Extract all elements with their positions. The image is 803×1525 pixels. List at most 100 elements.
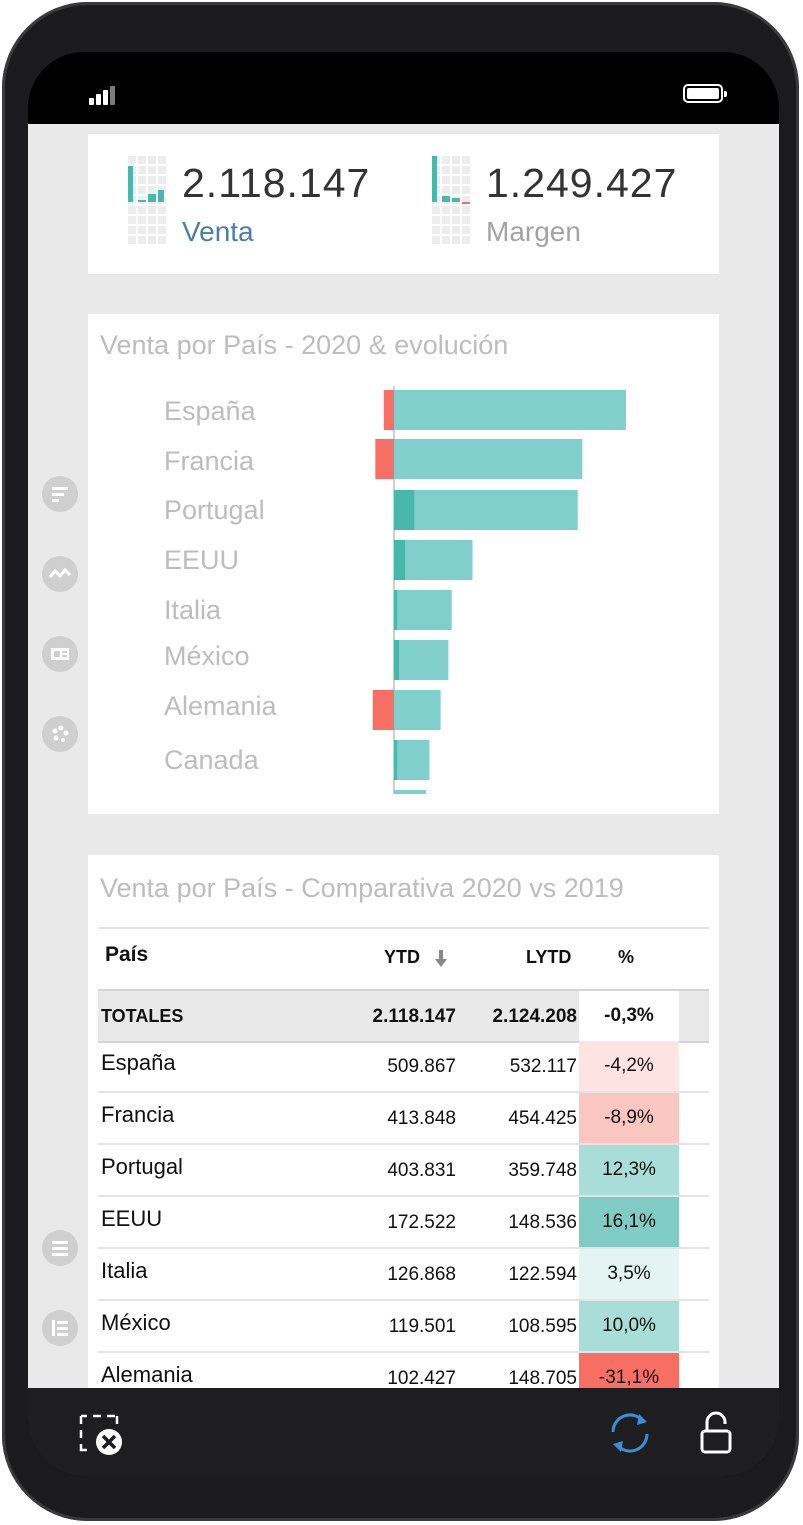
- row-lytd: 108.595: [508, 1316, 577, 1337]
- row-country: Portugal: [101, 1154, 183, 1179]
- row-lytd: 122.594: [508, 1264, 577, 1285]
- bar[interactable]: [394, 439, 583, 479]
- bar[interactable]: [394, 490, 578, 530]
- kpi-label: Margen: [486, 216, 581, 247]
- table-row[interactable]: España 509.867 532.117 -4,2%: [98, 1041, 709, 1093]
- row-pct: 12,3%: [579, 1145, 679, 1195]
- table-row[interactable]: Francia 413.848 454.425 -8,9%: [98, 1093, 709, 1145]
- bar[interactable]: [394, 590, 452, 630]
- trend-icon[interactable]: [42, 556, 78, 592]
- category-label: Alemania: [164, 691, 278, 721]
- kpi-value: 2.118.147: [182, 160, 371, 206]
- table-row[interactable]: EEUU 172.522 148.536 16,1%: [98, 1197, 709, 1249]
- table-row[interactable]: Italia 126.868 122.594 3,5%: [98, 1249, 709, 1301]
- category-label: Canada: [164, 745, 260, 775]
- bar-chart[interactable]: España Francia Portugal EEUU Italia México Ale…: [88, 314, 719, 814]
- card-icon[interactable]: [42, 636, 78, 672]
- row-ytd: 102.427: [387, 1368, 456, 1388]
- sort-desc-icon[interactable]: [435, 950, 447, 968]
- evolution-bar[interactable]: [394, 490, 415, 530]
- table-row[interactable]: México 119.501 108.595 10,0%: [98, 1301, 709, 1353]
- kpi-label: Venta: [182, 216, 254, 247]
- screen: 2.118.147 Venta: [28, 52, 779, 1476]
- evolution-bar[interactable]: [375, 439, 394, 479]
- category-label: Italia: [164, 595, 222, 625]
- row-lytd: 148.536: [508, 1212, 577, 1233]
- table-card[interactable]: Venta por País - Comparativa 2020 vs 201…: [88, 855, 719, 1388]
- row-lytd: 359.748: [508, 1160, 577, 1181]
- header-ytd[interactable]: YTD: [384, 947, 420, 967]
- row-country: Alemania: [101, 1362, 193, 1387]
- totals-ytd: 2.118.147: [372, 1006, 456, 1027]
- row-country: España: [101, 1050, 176, 1075]
- bar[interactable]: [394, 540, 473, 580]
- totals-lytd: 2.124.208: [492, 1006, 577, 1027]
- row-country: Francia: [101, 1102, 175, 1127]
- row-pct: 3,5%: [579, 1249, 679, 1299]
- bar-partial: [394, 790, 426, 794]
- bar[interactable]: [394, 640, 449, 680]
- category-label: Portugal: [164, 495, 265, 525]
- row-lytd: 454.425: [508, 1108, 577, 1129]
- header-pais[interactable]: País: [105, 943, 149, 966]
- table-title: Venta por País - Comparativa 2020 vs 201…: [100, 873, 624, 903]
- row-pct: -31,1%: [579, 1353, 679, 1388]
- category-label: EEUU: [164, 545, 239, 575]
- kpi-value: 1.249.427: [486, 160, 678, 206]
- row-pct: -8,9%: [579, 1093, 679, 1143]
- kpi-grid-icon: [128, 156, 166, 244]
- row-ytd: 413.848: [387, 1108, 456, 1129]
- category-label: Francia: [164, 446, 255, 476]
- bottom-toolbar: [28, 1388, 779, 1476]
- table-row[interactable]: Portugal 403.831 359.748 12,3%: [98, 1145, 709, 1197]
- row-pct: 10,0%: [579, 1301, 679, 1351]
- category-label: España: [164, 396, 257, 426]
- bar[interactable]: [394, 690, 441, 730]
- bar[interactable]: [394, 740, 430, 780]
- signal-icon: [89, 85, 125, 105]
- row-country: EEUU: [101, 1206, 163, 1231]
- row-ytd: 509.867: [387, 1056, 456, 1077]
- status-bar: [28, 52, 779, 124]
- table-icon[interactable]: [42, 1310, 78, 1346]
- dashboard-content: 2.118.147 Venta: [28, 124, 779, 1388]
- bar[interactable]: [394, 390, 626, 430]
- kpi-grid-icon: [432, 156, 470, 244]
- chart-title: Venta por País - 2020 & evolución: [100, 330, 509, 360]
- table-top-rule: [98, 927, 709, 929]
- filter-icon[interactable]: [42, 476, 78, 512]
- category-label: México: [164, 641, 250, 671]
- row-ytd: 403.831: [387, 1160, 456, 1181]
- table-header-row: País YTD LYTD %: [98, 929, 709, 989]
- header-pct[interactable]: %: [618, 947, 635, 967]
- evolution-bar[interactable]: [394, 540, 406, 580]
- bar-chart-card[interactable]: Venta por País - 2020 & evolución España…: [88, 314, 719, 814]
- row-ytd: 126.868: [387, 1264, 456, 1285]
- kpi-card[interactable]: 2.118.147 Venta: [88, 134, 719, 274]
- totals-row[interactable]: TOTALES 2.118.147 2.124.208 -0,3%: [98, 989, 709, 1043]
- row-country: México: [101, 1310, 171, 1335]
- totals-pct: -0,3%: [579, 991, 679, 1041]
- row-lytd: 532.117: [509, 1056, 577, 1077]
- row-pct: 16,1%: [579, 1197, 679, 1247]
- list-icon[interactable]: [42, 1230, 78, 1266]
- row-ytd: 172.522: [387, 1212, 456, 1233]
- refresh-icon[interactable]: [605, 1410, 655, 1456]
- row-pct: -4,2%: [579, 1041, 679, 1091]
- table-row[interactable]: Alemania 102.427 148.705 -31,1%: [98, 1353, 709, 1388]
- evolution-bar[interactable]: [383, 390, 394, 430]
- totals-label: TOTALES: [101, 1006, 184, 1026]
- evolution-bar[interactable]: [372, 690, 394, 730]
- row-lytd: 148.705: [508, 1368, 577, 1388]
- evolution-bar[interactable]: [394, 740, 397, 780]
- battery-icon: [683, 84, 727, 103]
- row-ytd: 119.501: [388, 1316, 456, 1337]
- evolution-bar[interactable]: [394, 590, 397, 630]
- clear-selection-icon[interactable]: [79, 1414, 125, 1458]
- header-lytd[interactable]: LYTD: [526, 947, 572, 967]
- row-country: Italia: [101, 1258, 148, 1283]
- evolution-bar[interactable]: [394, 640, 400, 680]
- palette-icon[interactable]: [42, 716, 78, 752]
- unlock-icon[interactable]: [699, 1411, 733, 1455]
